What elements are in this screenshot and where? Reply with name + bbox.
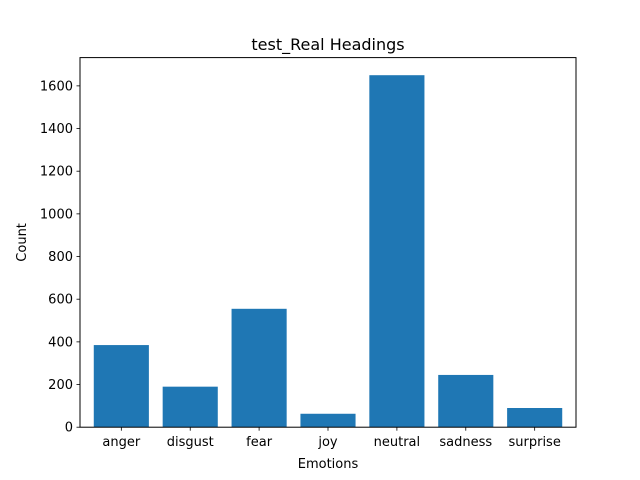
bars-layer	[93, 75, 563, 428]
bar-surprise	[507, 408, 563, 428]
x-tick-label: sadness	[439, 435, 492, 450]
y-tick-label: 200	[48, 378, 73, 393]
bar-anger	[93, 345, 149, 428]
bar-joy	[300, 413, 356, 428]
y-tick-label: 1000	[40, 207, 73, 222]
x-tick-label: joy	[317, 435, 338, 450]
plot-area-frame	[79, 57, 577, 428]
y-axis-label: Count	[15, 223, 30, 262]
y-tick-label: 1600	[40, 79, 73, 94]
y-tick-label: 0	[65, 421, 73, 436]
bar-fear	[231, 308, 287, 428]
x-tick-label: surprise	[508, 435, 560, 450]
x-tick-label: disgust	[167, 435, 214, 450]
ticks-layer: anger disgust fear joy neutral sadness surpris…	[40, 79, 561, 450]
x-tick-label: fear	[246, 435, 273, 450]
bar-sadness	[438, 374, 494, 428]
bar-neutral	[369, 75, 425, 428]
y-tick-label: 800	[48, 250, 73, 265]
y-tick-label: 1200	[40, 165, 73, 180]
y-tick-label: 1400	[40, 122, 73, 137]
chart-title: test_Real Headings	[251, 35, 404, 55]
bar-disgust	[162, 386, 218, 428]
y-tick-label: 400	[48, 335, 73, 350]
x-tick-label: anger	[102, 435, 140, 450]
y-tick-label: 600	[48, 293, 73, 308]
x-axis-label: Emotions	[298, 457, 359, 472]
x-tick-label: neutral	[374, 435, 421, 450]
